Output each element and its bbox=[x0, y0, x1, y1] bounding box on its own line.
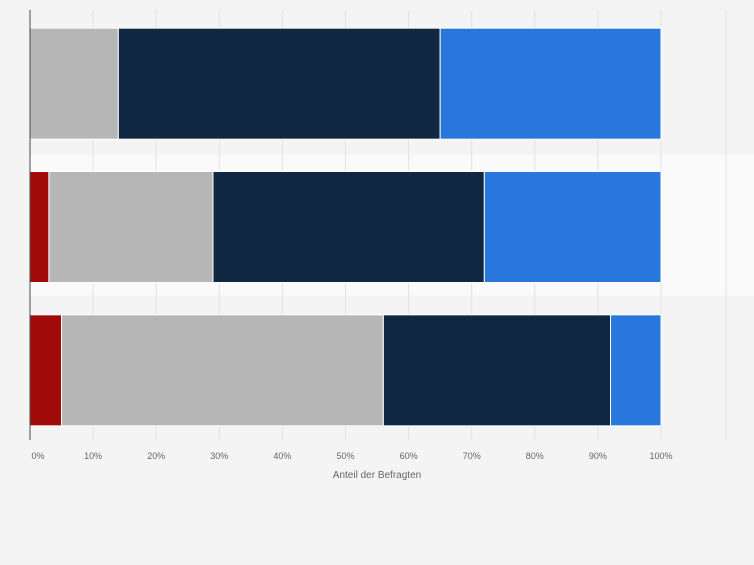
x-tick-label: 40% bbox=[273, 451, 291, 461]
bar-segment[interactable] bbox=[29, 171, 50, 283]
x-tick-label: 10% bbox=[84, 451, 102, 461]
x-axis-title: Anteil der Befragten bbox=[333, 470, 421, 481]
bar-segment[interactable] bbox=[382, 314, 612, 427]
bar-segment[interactable] bbox=[61, 314, 384, 427]
bar-segment[interactable] bbox=[117, 27, 441, 140]
bar-segment[interactable] bbox=[29, 314, 63, 427]
x-tick-label: 90% bbox=[589, 451, 607, 461]
x-tick-label: 80% bbox=[526, 451, 544, 461]
bar-segment[interactable] bbox=[212, 171, 485, 283]
x-tick-label: 70% bbox=[463, 451, 481, 461]
x-tick-label: 60% bbox=[400, 451, 418, 461]
bar-segment[interactable] bbox=[483, 171, 662, 283]
bar-segment[interactable] bbox=[48, 171, 214, 283]
x-tick-label: 30% bbox=[210, 451, 228, 461]
bar-segment[interactable] bbox=[610, 314, 662, 427]
x-tick-label: 0% bbox=[31, 451, 44, 461]
bar-segment[interactable] bbox=[29, 27, 119, 140]
bar-segment[interactable] bbox=[439, 27, 662, 140]
x-tick-label: 100% bbox=[649, 451, 672, 461]
axis-layer: 0% 10% 20% 30% 40% 50% 60% 70% 80% 90% 100% bbox=[29, 10, 673, 461]
x-tick-label: 50% bbox=[336, 451, 354, 461]
x-tick-label: 20% bbox=[147, 451, 165, 461]
bar-layer bbox=[29, 27, 662, 427]
